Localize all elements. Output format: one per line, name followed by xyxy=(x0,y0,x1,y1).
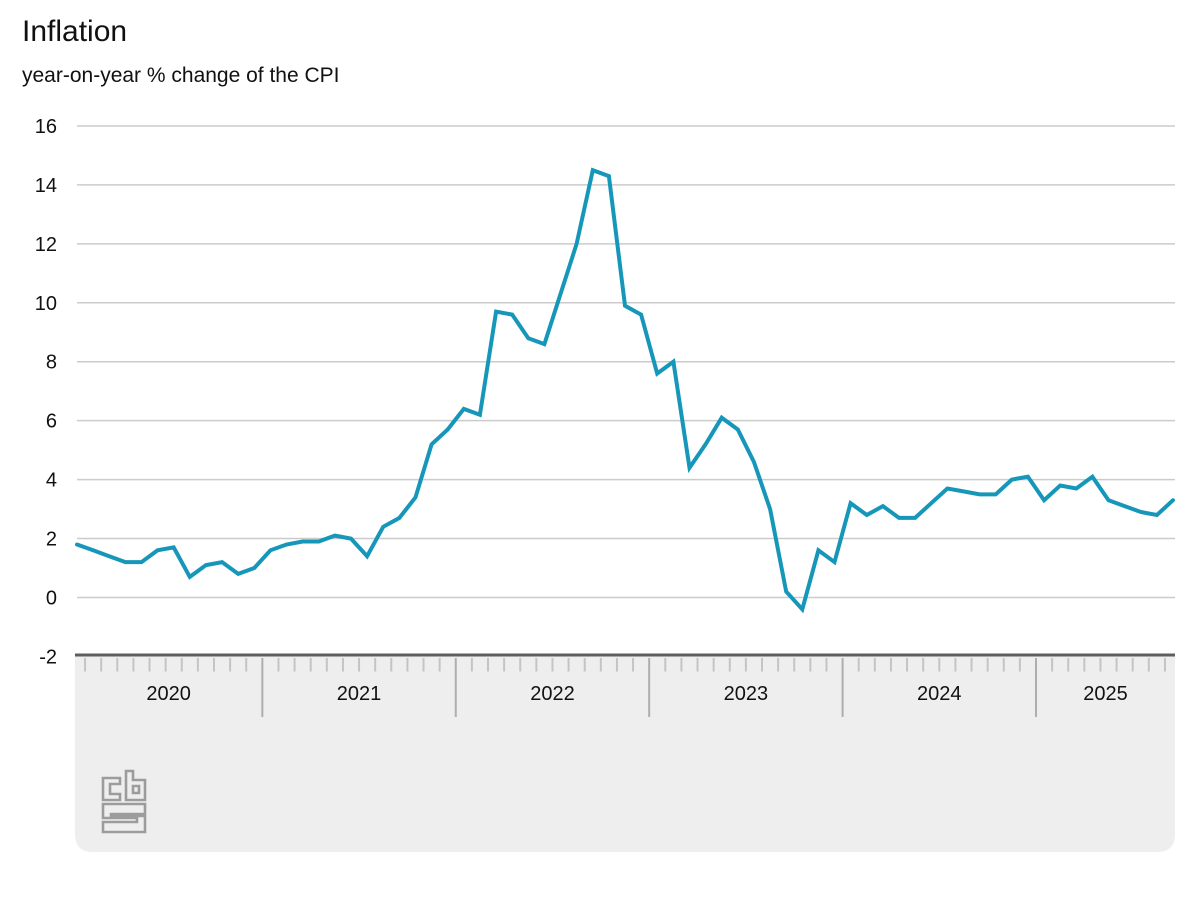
x-axis-year-label-2025: 2025 xyxy=(1083,683,1128,705)
x-axis-year-label-2021: 2021 xyxy=(337,683,382,705)
y-axis-label-8: 8 xyxy=(46,352,57,374)
x-axis-band xyxy=(75,654,1175,852)
chart-header: Inflation year-on-year % change of the C… xyxy=(22,14,340,88)
cbs-logo-path xyxy=(124,769,147,802)
y-axis-label-16: 16 xyxy=(35,116,57,138)
y-axis-label-2: 2 xyxy=(46,529,57,551)
cbs-logo-path xyxy=(101,802,147,834)
y-axis-label-6: 6 xyxy=(46,411,57,433)
cbs-logo xyxy=(101,769,147,834)
y-axis-label--2: -2 xyxy=(39,646,57,668)
y-axis-label-12: 12 xyxy=(35,234,57,256)
x-axis-year-label-2024: 2024 xyxy=(917,683,962,705)
x-axis-year-label-2020: 2020 xyxy=(146,683,191,705)
x-axis-line xyxy=(75,653,1175,657)
y-axis-label-0: 0 xyxy=(46,588,57,610)
chart-subtitle: year-on-year % change of the CPI xyxy=(22,64,340,87)
y-axis-label-10: 10 xyxy=(35,293,57,315)
y-axis-label-14: 14 xyxy=(35,175,57,197)
y-axis-label-4: 4 xyxy=(46,470,57,492)
cbs-logo-path xyxy=(131,784,141,795)
x-axis-year-label-2022: 2022 xyxy=(530,683,575,705)
chart-title: Inflation xyxy=(22,15,128,48)
inflation-line xyxy=(75,167,1175,614)
x-axis-year-label-2023: 2023 xyxy=(724,683,769,705)
cbs-logo-path xyxy=(101,776,122,802)
